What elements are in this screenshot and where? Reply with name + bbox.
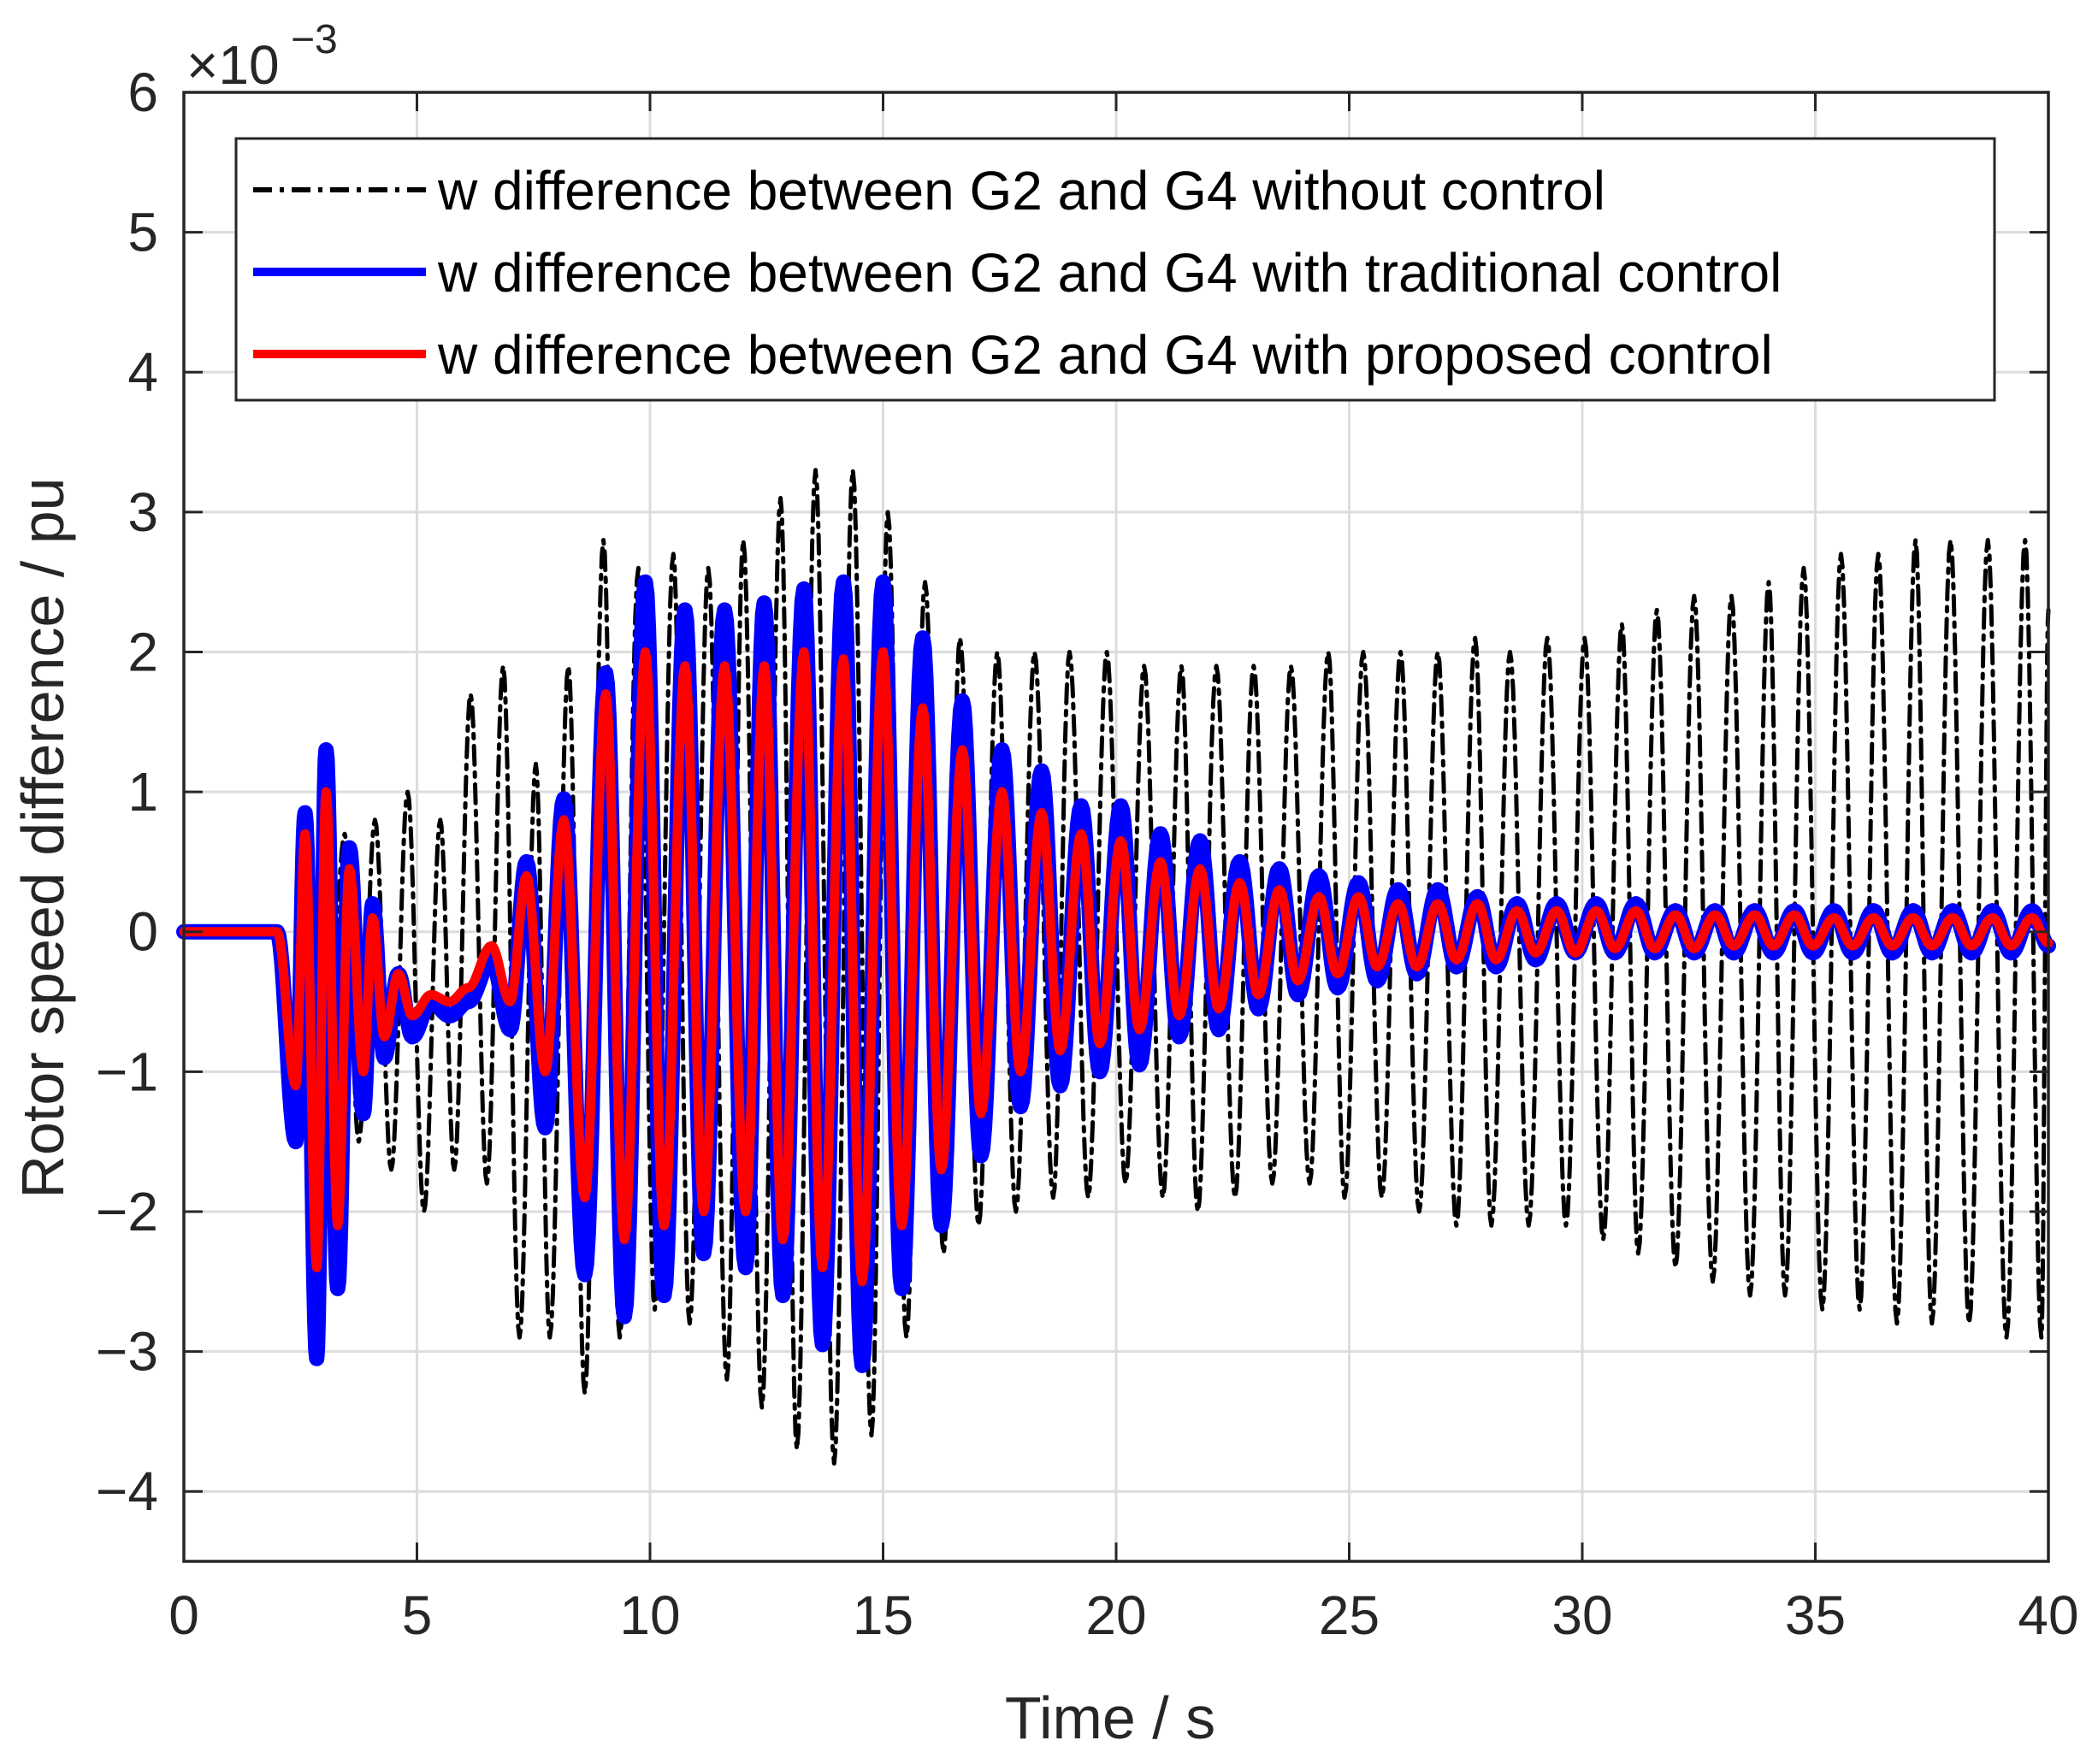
y-tick-label: −2 bbox=[96, 1181, 158, 1242]
y-tick-label: 1 bbox=[127, 761, 158, 823]
y-tick-label: 0 bbox=[127, 901, 158, 963]
legend-label-without-control: w difference between G2 and G4 without c… bbox=[437, 160, 1605, 221]
y-tick-labels: −4 −3 −2 −1 0 1 2 3 4 5 6 bbox=[96, 62, 158, 1522]
legend-box bbox=[234, 137, 1996, 402]
y-axis-label: Rotor speed difference / pu bbox=[9, 477, 76, 1198]
y-exponent-base: ×10 bbox=[186, 34, 280, 96]
x-tick-label: 35 bbox=[1785, 1584, 1846, 1646]
y-tick-label: −4 bbox=[96, 1460, 158, 1522]
x-tick-label: 40 bbox=[2018, 1584, 2078, 1646]
legend-label-proposed-control: w difference between G2 and G4 with prop… bbox=[437, 324, 1773, 386]
x-tick-label: 10 bbox=[619, 1584, 680, 1646]
y-tick-label: −3 bbox=[96, 1321, 158, 1383]
y-tick-label: −1 bbox=[96, 1041, 158, 1102]
y-tick-label: 5 bbox=[127, 202, 158, 263]
ticks bbox=[182, 91, 2050, 1561]
x-axis-label: Time / s bbox=[1005, 1684, 1215, 1751]
x-tick-label: 30 bbox=[1551, 1584, 1612, 1646]
x-tick-label: 15 bbox=[853, 1584, 913, 1646]
x-tick-label: 0 bbox=[168, 1584, 199, 1646]
y-exponent-power: −3 bbox=[291, 17, 338, 62]
series-line-proposed-control bbox=[179, 647, 2054, 1287]
x-tick-label: 25 bbox=[1319, 1584, 1380, 1646]
x-tick-labels: 0 5 10 15 20 25 30 35 40 bbox=[168, 1584, 2078, 1646]
y-tick-label: 3 bbox=[127, 481, 158, 543]
x-tick-label: 20 bbox=[1085, 1584, 1146, 1646]
legend: w difference between G2 and G4 without c… bbox=[234, 137, 1996, 402]
legend-label-traditional-control: w difference between G2 and G4 with trad… bbox=[437, 242, 1782, 304]
x-tick-label: 5 bbox=[402, 1584, 433, 1646]
y-tick-label: 6 bbox=[127, 62, 158, 123]
plot-area bbox=[176, 468, 2056, 1466]
y-tick-label: 4 bbox=[127, 341, 158, 403]
y-tick-label: 2 bbox=[127, 621, 158, 682]
